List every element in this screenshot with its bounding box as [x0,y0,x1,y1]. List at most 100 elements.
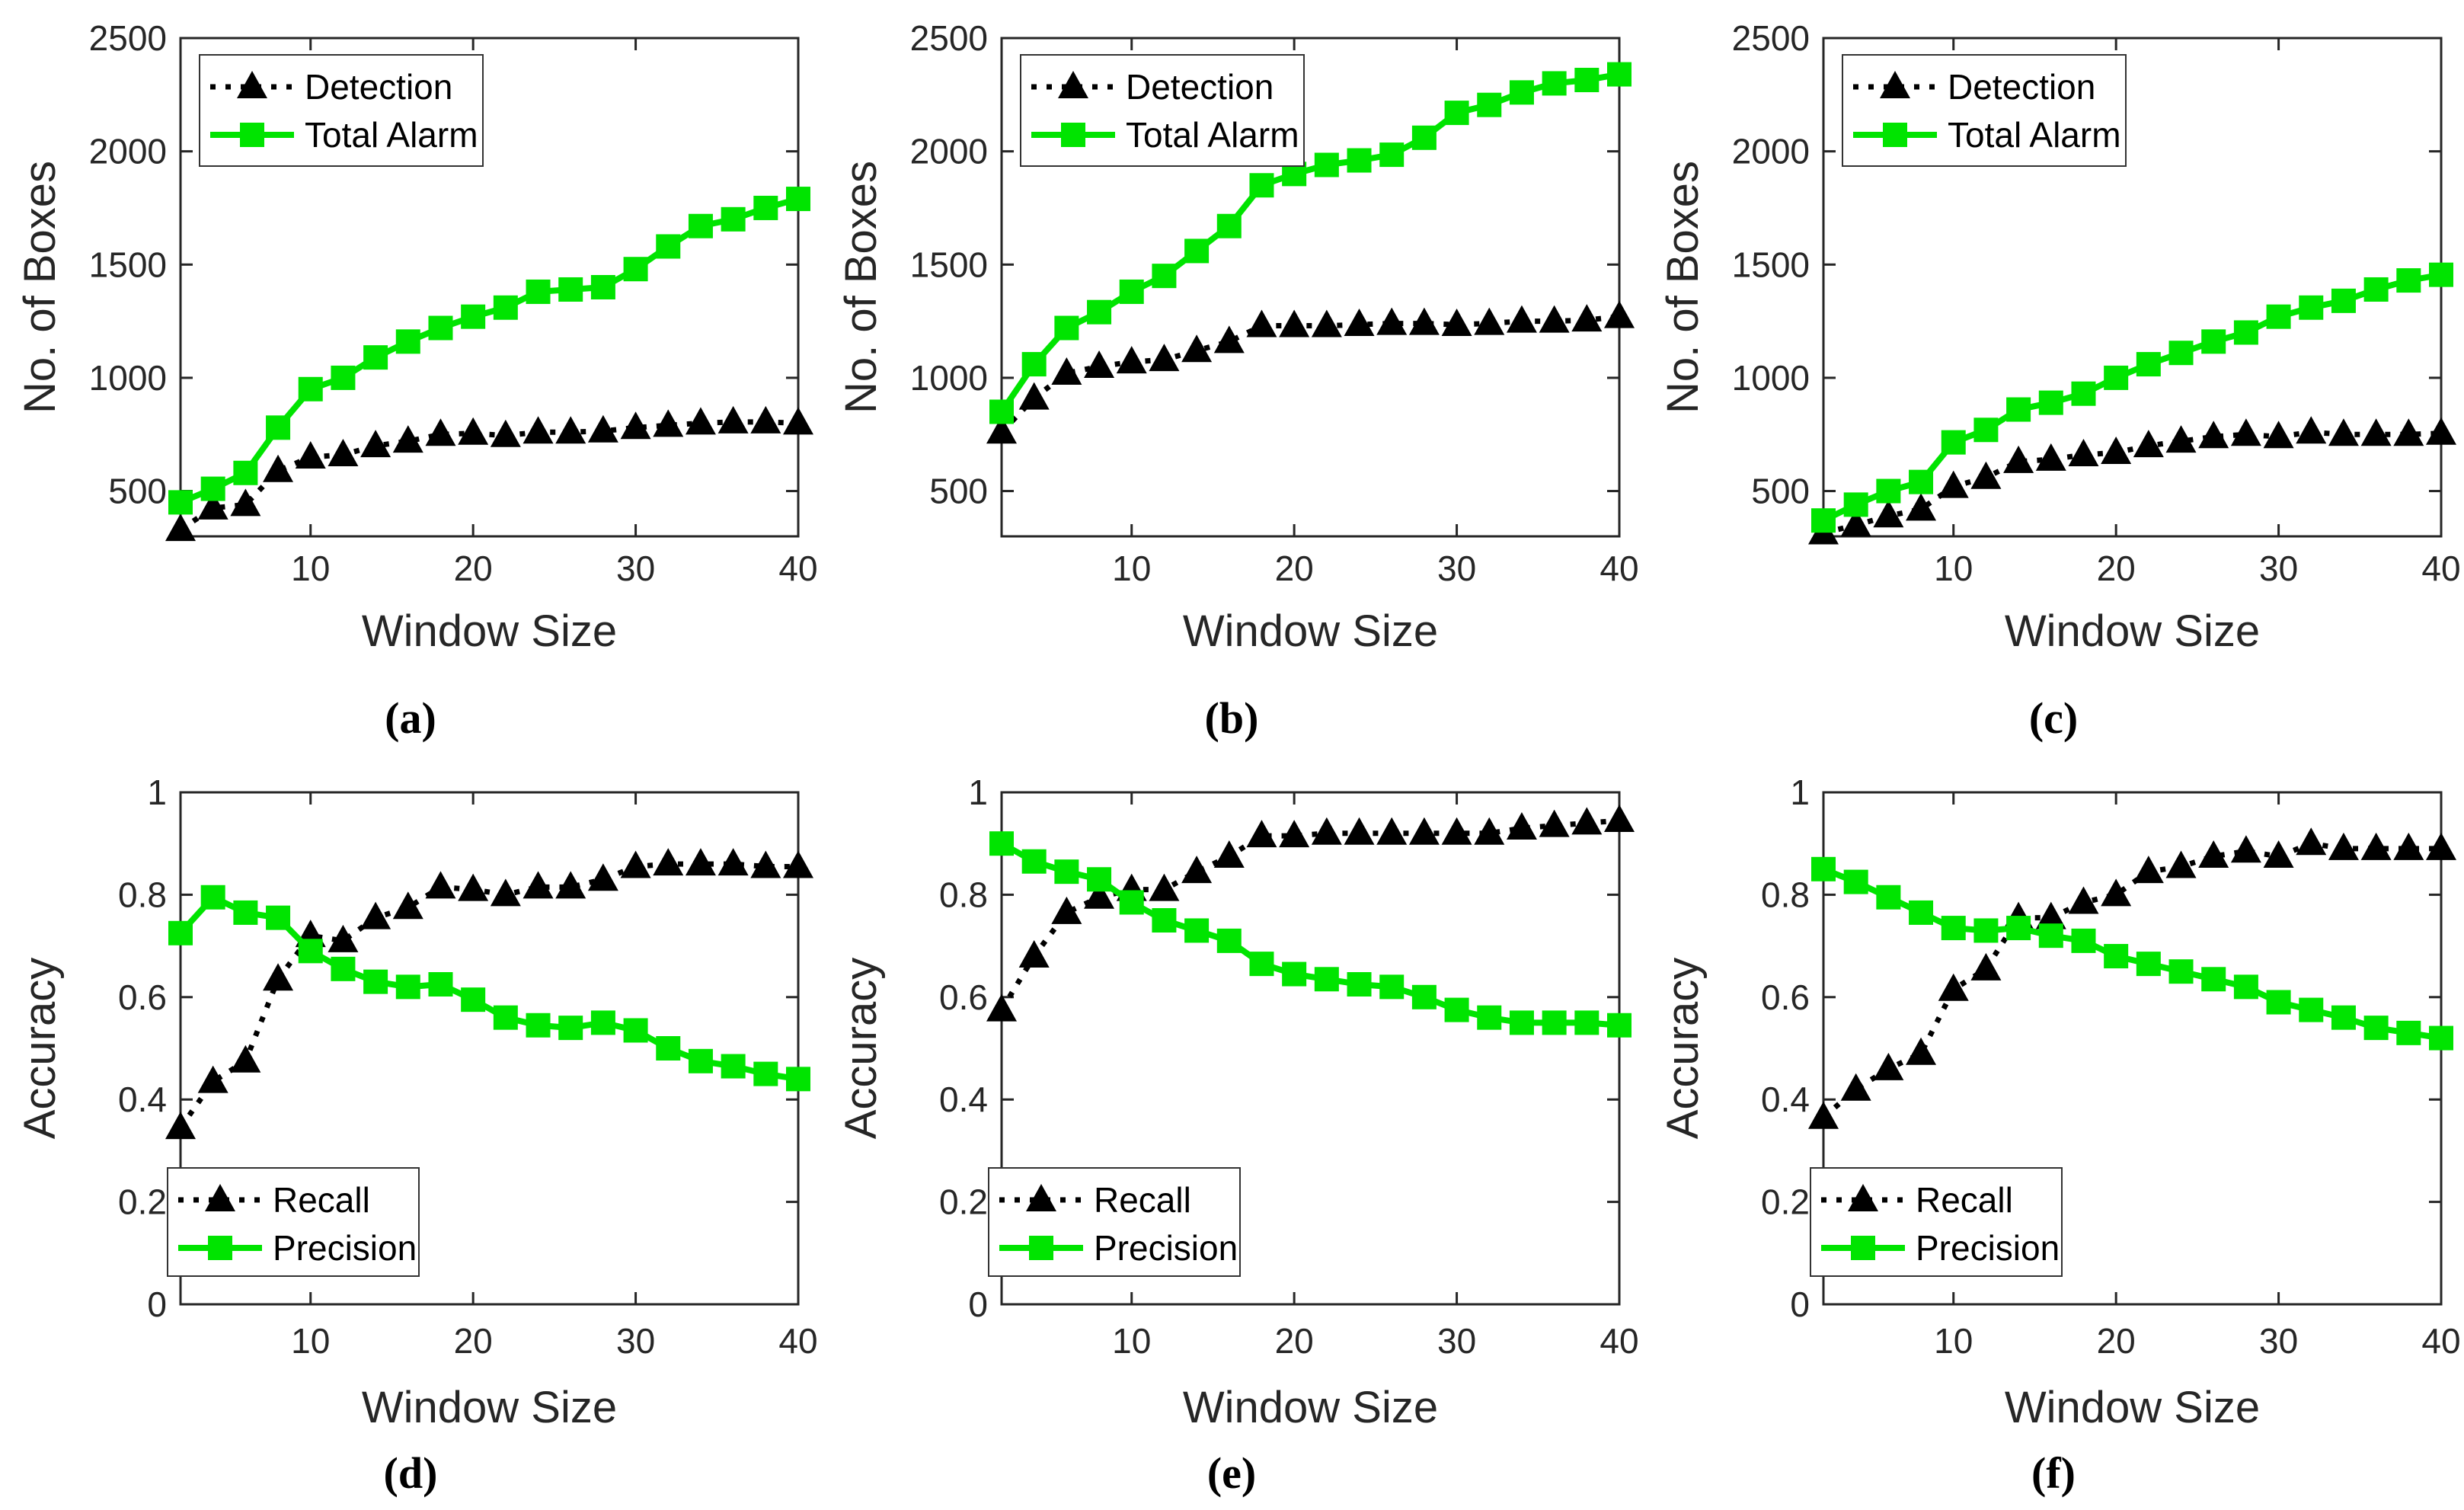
triangle-marker [2068,438,2099,466]
series-precision [989,831,1632,1038]
legend: Detection Total Alarm [1841,54,2127,167]
square-marker [526,1013,551,1038]
triangle-marker [783,850,813,878]
series-recall [986,804,1635,1022]
triangle-marker [1507,812,1538,840]
square-marker [1810,508,1836,533]
chart-cell-c: 10 20 30 40 500 1000 1500 2000 2500 Window Size No… [1643,0,2464,750]
y-axis-label: No. of Boxes [1658,161,1708,414]
square-marker [2363,277,2389,302]
square-legend-marker [1029,1236,1054,1260]
y-tick-label: 1 [147,773,167,812]
square-marker [168,490,193,515]
legend-entry-precision: Precision [178,1228,417,1268]
square-marker [2038,923,2063,949]
square-marker [2071,381,2096,406]
legend: Recall Precision [167,1167,420,1277]
square-marker [1607,1013,1632,1038]
x-axis-ticks: 10 20 30 40 [1112,38,1639,588]
square-marker [1510,1010,1535,1035]
x-tick-label: 40 [1600,1321,1639,1361]
triangle-legend-marker [205,1184,235,1211]
square-marker [2298,997,2323,1022]
triangle-marker [2165,850,2197,878]
y-tick-label: 1000 [89,358,167,398]
triangle-marker [1905,1037,1936,1065]
y-axis-ticks: 500 1000 1500 2000 2500 [89,18,798,511]
chart-b: 10 20 30 40 500 1000 1500 2000 2500 Window Size No… [836,18,1639,743]
triangle-marker [1507,305,1538,333]
chart-cell-d: 10 20 30 40 0 0.2 0.4 0.6 0.8 1 Window Size Accurac… [0,750,821,1510]
triangle-marker [620,850,651,878]
y-axis-ticks: 500 1000 1500 2000 2500 [1731,18,2441,511]
x-axis-ticks: 10 20 30 40 [1934,38,2460,588]
square-marker [1120,279,1145,304]
legend: Recall Precision [988,1167,1242,1277]
y-axis-ticks: 0 0.2 0.4 0.6 0.8 1 [1761,773,2441,1324]
square-marker [298,376,323,401]
square-marker [2005,397,2031,422]
x-axis-label: Window Size [362,606,617,656]
triangle-marker [1214,840,1245,868]
y-tick-label: 0 [1790,1284,1810,1324]
square-marker [395,974,420,1000]
triangle-marker [1279,820,1310,848]
triangle-marker [523,416,554,444]
square-marker [298,939,323,964]
y-tick-label: 0.8 [939,875,988,914]
x-tick-label: 20 [2096,1321,2135,1361]
x-tick-label: 40 [1600,549,1639,588]
caption-e: (e) [1207,1448,1256,1498]
square-marker [1184,918,1210,943]
square-marker [1843,869,1868,894]
square-marker [721,206,746,232]
chart-d: 10 20 30 40 0 0.2 0.4 0.6 0.8 1 Window Size Accurac… [15,773,818,1498]
square-marker [753,1061,778,1086]
square-marker [2428,1025,2453,1051]
triangle-marker [555,871,586,899]
triangle-marker [2230,835,2261,863]
square-marker [1347,972,1372,997]
y-tick-label: 2500 [910,18,988,58]
x-tick-label: 40 [778,549,817,588]
triangle-marker [1376,817,1408,845]
y-axis-label: Accuracy [15,958,65,1140]
square-marker [558,1016,583,1041]
square-legend-marker [240,123,264,147]
triangle-marker [1571,807,1603,835]
triangle-marker [1905,493,1936,521]
square-marker [590,275,615,299]
triangle-marker [750,850,781,878]
square-marker [2005,916,2031,941]
triangle-marker [1181,856,1213,884]
legend-entry-detection: Detection [210,67,452,107]
square-marker [363,345,388,370]
triangle-marker [263,454,294,482]
triangle-marker [1474,817,1505,845]
series-total-alarm [1810,262,2453,533]
triangle-marker [1604,300,1635,328]
square-marker [1444,101,1469,126]
triangle-marker [1312,817,1343,845]
triangle-marker [1474,307,1505,335]
y-tick-label: 1 [1790,773,1810,812]
square-marker [461,304,486,329]
legend-entry-recall: Recall [178,1180,370,1220]
y-tick-label: 0.4 [118,1080,167,1119]
triangle-marker [986,993,1018,1022]
triangle-marker [1970,461,2002,489]
square-marker [395,329,420,354]
square-marker [786,187,810,212]
triangle-marker [2295,416,2326,444]
triangle-marker [1149,873,1180,901]
x-tick-label: 10 [1934,549,1973,588]
x-tick-label: 20 [454,549,493,588]
square-marker [493,1005,518,1030]
triangle-marker [458,417,489,445]
triangle-marker [1539,809,1570,837]
triangle-marker [295,440,326,469]
square-marker [2168,959,2194,984]
square-marker [1908,469,1933,494]
triangle-marker [1539,305,1570,333]
triangle-marker [1019,382,1050,410]
